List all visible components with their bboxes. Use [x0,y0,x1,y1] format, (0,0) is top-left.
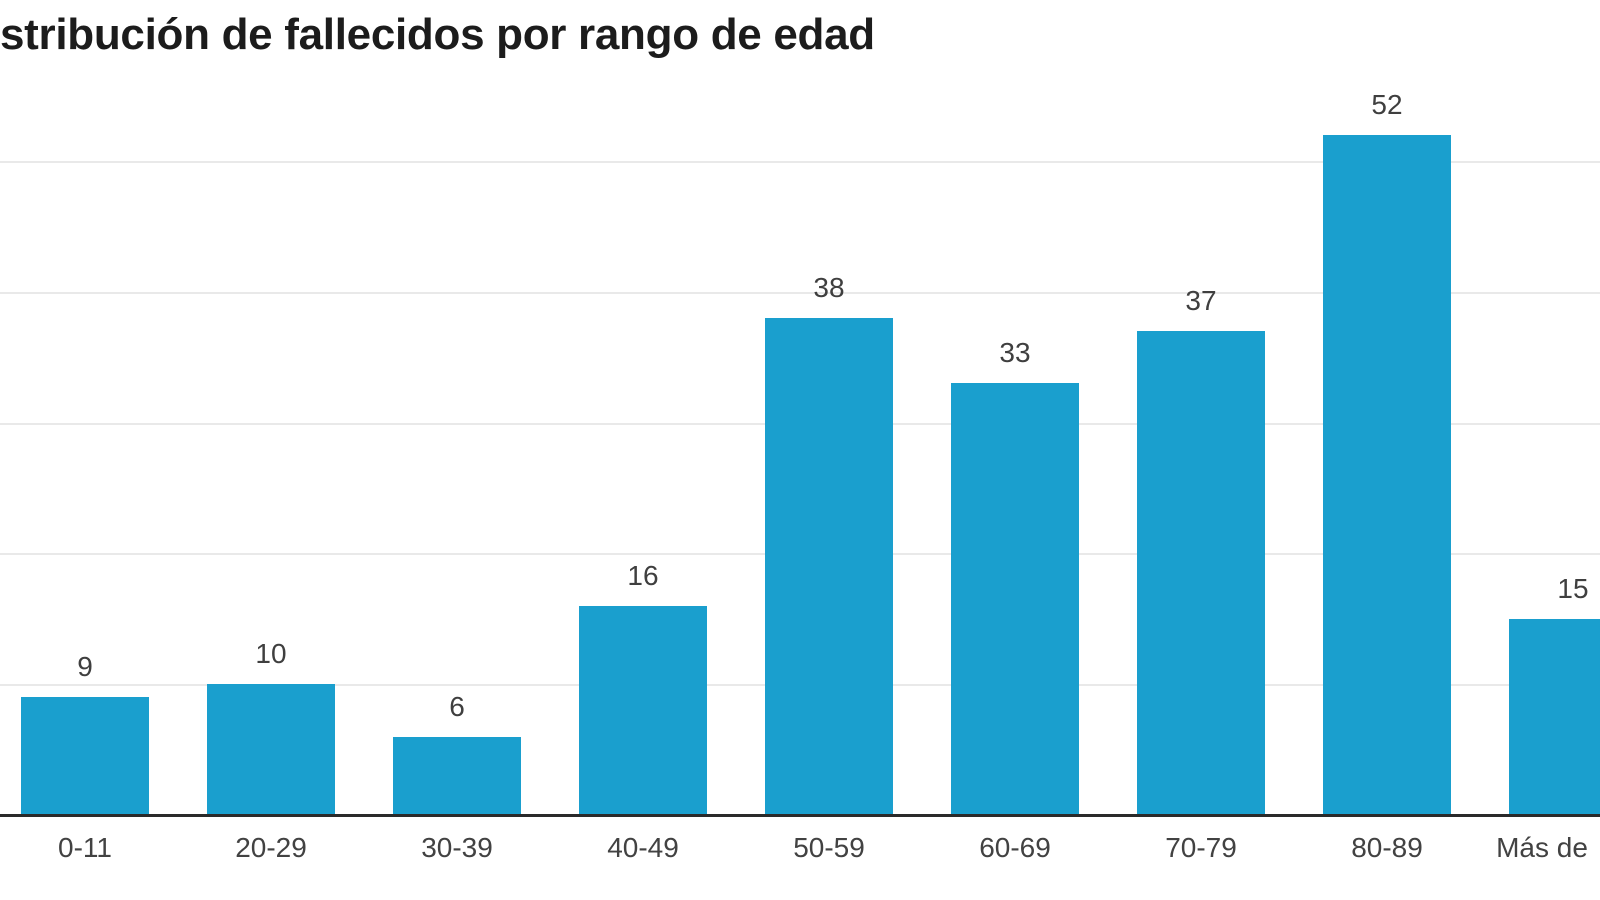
bar-Más de[interactable] [1509,619,1600,815]
bar-value-label: 9 [77,651,93,682]
x-axis-tick-label: Más de [1496,832,1588,863]
bar-value-label: 52 [1371,89,1403,120]
x-axis-tick-label: 60-69 [979,832,1051,863]
bar-70-79[interactable] [1137,331,1265,815]
x-axis-tick-label: 50-59 [793,832,865,863]
bar-50-59[interactable] [765,318,893,815]
bar-40-49[interactable] [579,606,707,815]
bar-value-label: 38 [813,272,845,303]
x-axis-tick-label: 70-79 [1165,832,1237,863]
chart-title: stribución de fallecidos por rango de ed… [0,10,875,59]
bar-value-label: 33 [999,337,1031,368]
bar-value-label: 10 [255,638,287,669]
bar-30-39[interactable] [393,737,521,815]
x-axis-tick-label: 20-29 [235,832,307,863]
x-axis-line [0,814,1600,817]
bar-20-29[interactable] [207,684,335,815]
bar-60-69[interactable] [951,383,1079,815]
bar-value-label: 16 [627,560,659,591]
gridline-50 [0,161,1600,163]
x-axis-tick-label: 80-89 [1351,832,1423,863]
x-axis-tick-label: 0-11 [58,832,112,863]
bar-80-89[interactable] [1323,135,1451,815]
x-axis-tick-label: 30-39 [421,832,493,863]
bar-0-11[interactable] [21,697,149,815]
bar-value-label: 6 [449,691,465,722]
bar-value-label: 15 [1557,573,1589,604]
x-axis-tick-label: 40-49 [607,832,679,863]
gridline-40 [0,292,1600,294]
bar-value-label: 37 [1185,285,1217,316]
